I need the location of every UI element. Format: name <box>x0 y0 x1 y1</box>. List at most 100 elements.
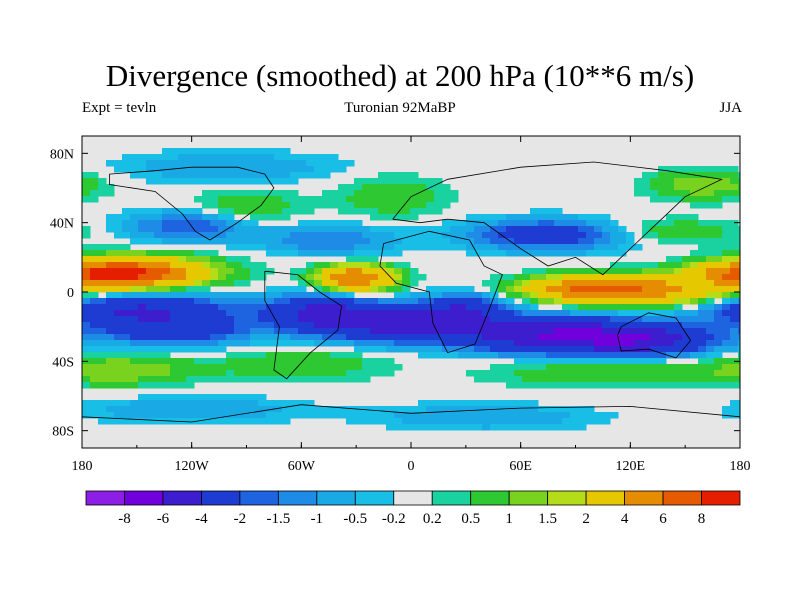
field-cell <box>138 400 147 407</box>
field-cell <box>706 244 715 251</box>
field-cell <box>610 364 619 371</box>
colorbar-label: 0.5 <box>461 511 480 527</box>
field-cell <box>258 172 267 179</box>
field-cell <box>282 406 291 413</box>
field-cell <box>266 244 275 251</box>
field-cell <box>346 268 355 275</box>
field-cell <box>618 334 627 341</box>
field-cell <box>282 178 291 185</box>
field-cell <box>730 280 739 287</box>
field-cell <box>218 148 227 155</box>
field-cell <box>570 370 579 377</box>
field-cell <box>634 382 643 389</box>
field-cell <box>362 340 371 347</box>
field-cell <box>274 196 283 203</box>
field-cell <box>322 334 331 341</box>
field-cell <box>162 262 171 269</box>
field-cell <box>138 250 147 257</box>
field-cell <box>186 406 195 413</box>
field-cell <box>194 328 203 335</box>
field-cell <box>146 370 155 377</box>
field-cell <box>530 238 539 245</box>
field-cell <box>226 178 235 185</box>
field-cell <box>258 148 267 155</box>
field-cell <box>354 244 363 251</box>
field-cell <box>738 244 740 251</box>
field-cell <box>610 310 619 317</box>
field-cell <box>474 232 483 239</box>
field-cell <box>522 214 531 221</box>
field-cell <box>538 382 547 389</box>
field-cell <box>642 340 651 347</box>
field-cell <box>546 310 555 317</box>
field-cell <box>386 244 395 251</box>
field-cell <box>402 334 411 341</box>
field-cell <box>146 418 155 425</box>
field-cell <box>674 328 683 335</box>
field-cell <box>226 238 235 245</box>
field-cell <box>330 304 339 311</box>
field-cell <box>650 268 659 275</box>
field-cell <box>634 310 643 317</box>
field-cell <box>138 376 147 383</box>
field-cell <box>194 298 203 305</box>
field-cell <box>546 292 555 299</box>
field-cell <box>378 214 387 221</box>
field-cell <box>242 226 251 233</box>
field-cell <box>106 190 115 197</box>
field-cell <box>658 370 667 377</box>
field-cell <box>554 370 563 377</box>
field-cell <box>154 274 163 281</box>
field-cell <box>394 364 403 371</box>
field-cell <box>98 328 107 335</box>
field-cell <box>730 346 739 353</box>
field-cell <box>634 268 643 275</box>
field-cell <box>194 346 203 353</box>
field-cell <box>314 244 323 251</box>
field-cell <box>426 232 435 239</box>
field-cell <box>186 328 195 335</box>
field-cell <box>250 298 259 305</box>
field-cell <box>202 400 211 407</box>
field-cell <box>298 322 307 329</box>
field-cell <box>122 268 131 275</box>
field-cell <box>258 304 267 311</box>
field-cell <box>218 334 227 341</box>
field-cell <box>130 160 139 167</box>
colorbar-label: 4 <box>621 511 629 527</box>
field-cell <box>346 322 355 329</box>
field-cell <box>282 202 291 209</box>
field-cell <box>578 316 587 323</box>
field-cell <box>122 250 131 257</box>
field-cell <box>490 298 499 305</box>
field-cell <box>250 394 259 401</box>
field-cell <box>610 346 619 353</box>
field-cell <box>146 154 155 161</box>
field-cell <box>418 316 427 323</box>
field-cell <box>282 304 291 311</box>
field-cell <box>242 244 251 251</box>
field-cell <box>690 364 699 371</box>
field-cell <box>506 244 515 251</box>
field-cell <box>714 364 723 371</box>
field-cell <box>386 268 395 275</box>
field-cell <box>426 304 435 311</box>
field-cell <box>154 286 163 293</box>
field-cell <box>730 286 739 293</box>
field-cell <box>634 262 643 269</box>
field-cell <box>378 406 387 413</box>
field-cell <box>666 226 675 233</box>
field-cell <box>266 418 275 425</box>
field-cell <box>506 310 515 317</box>
field-cell <box>498 250 507 257</box>
field-cell <box>354 220 363 227</box>
field-cell <box>82 178 91 185</box>
field-cell <box>138 298 147 305</box>
field-cell <box>658 334 667 341</box>
field-cell <box>274 172 283 179</box>
field-cell <box>482 412 491 419</box>
field-cell <box>162 310 171 317</box>
field-cell <box>546 274 555 281</box>
field-cell <box>466 304 475 311</box>
field-cell <box>602 358 611 365</box>
